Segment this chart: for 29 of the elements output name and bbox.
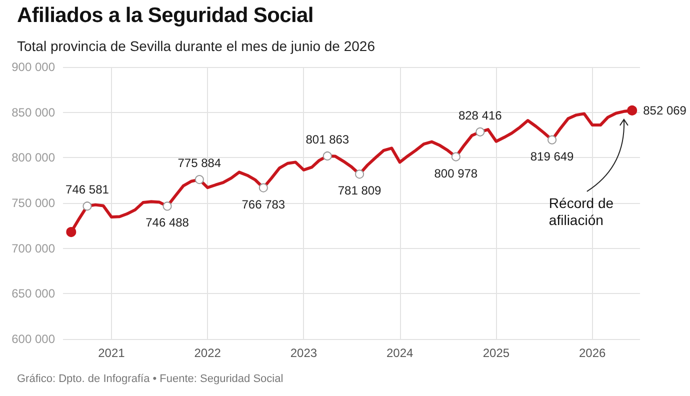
x-tick-label: 2025 xyxy=(482,346,510,360)
x-tick-label: 2023 xyxy=(290,346,318,360)
x-tick-label: 2026 xyxy=(578,346,606,360)
x-tick-label: 2022 xyxy=(194,346,222,360)
data-label: 746 488 xyxy=(146,216,190,230)
x-tick-label: 2021 xyxy=(98,346,126,360)
data-label: 781 809 xyxy=(338,184,382,198)
data-label: 801 863 xyxy=(306,132,350,146)
y-tick-label: 750 000 xyxy=(12,196,56,210)
data-label: 852 069 xyxy=(643,103,687,118)
text: Gráfico: Dpto. de Infografía • Fuente: Seguridad Social xyxy=(17,373,284,385)
data-label: 775 884 xyxy=(178,156,222,170)
data-label: 800 978 xyxy=(434,166,478,180)
x-tick-label: 2024 xyxy=(386,346,414,360)
y-tick-label: 600 000 xyxy=(12,332,56,346)
point xyxy=(627,105,638,116)
chart-subtitle: Total provincia de Sevilla durante el mes de junio de 2026 xyxy=(17,38,376,54)
annotation: Récord de afiliación xyxy=(548,195,615,230)
data-label: 746 581 xyxy=(66,182,110,197)
data-label: 766 783 xyxy=(242,197,286,212)
y-tick-label: 850 000 xyxy=(12,105,56,120)
y-tick-label: 700 000 xyxy=(12,241,56,256)
data-label: 828 416 xyxy=(458,108,502,122)
y-tick-label: 900 000 xyxy=(12,60,56,74)
y-tick-label: 650 000 xyxy=(12,286,56,301)
y-tick-label: 800 000 xyxy=(12,150,56,165)
point xyxy=(66,227,76,238)
chart-title: Afiliados a la Seguridad Social xyxy=(17,4,314,28)
data-label: 819 649 xyxy=(530,149,574,164)
